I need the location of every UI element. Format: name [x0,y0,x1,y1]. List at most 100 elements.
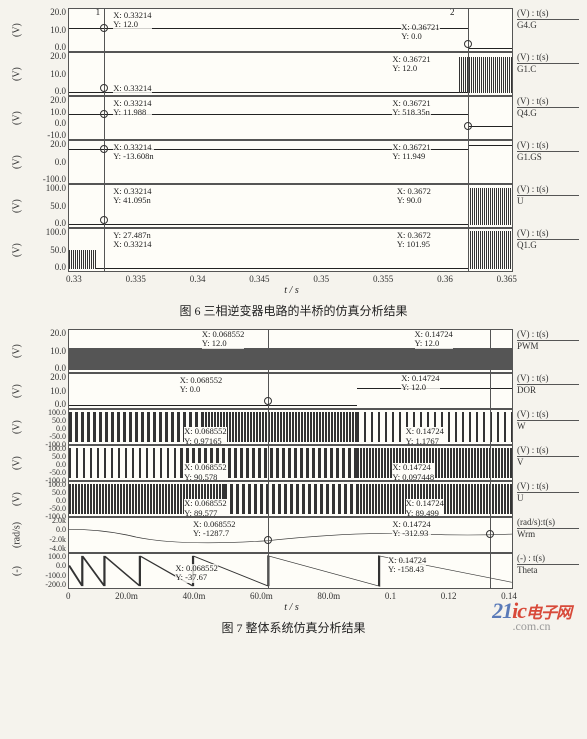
plot-pwm: X: 0.068552Y: 12.0 X: 0.14724Y: 12.0 [68,329,513,373]
plot-g4g: 1 2 X: 0.33214Y: 12.0 X: 0.36721Y: 0.0 [68,8,513,52]
chart-row-g1gs: (V) 20.0 0.0 -100.0 X: 0.33214Y: -13.608… [8,140,579,184]
marker-label-2: X: 0.14724Y: 89.499 [406,499,444,517]
signal-name: Wrm [517,528,579,540]
right-labels: (V) : t(s) U [513,184,579,228]
signal-name: G1.C [517,63,579,75]
plot-u7: X: 0.068552Y: 89.577 X: 0.14724Y: 89.499 [68,481,513,517]
unit-label: (V) : t(s) [517,140,549,151]
unit-label: (V) : t(s) [517,8,549,19]
plot-g1gs: X: 0.33214Y: -13.608n X: 0.36721Y: 11.94… [68,140,513,184]
marker-label-2: X: 0.36721Y: 12.0 [392,55,430,74]
marker-label-2: X: 0.36721Y: 0.0 [401,23,439,42]
right-labels: (V) : t(s) U [513,481,579,517]
watermark-domain: .com.cn [492,621,571,632]
y-ticks: 100.0 50.0 0.0 [26,184,68,228]
y-ticks: 20.0 10.0 0.0 [26,52,68,96]
chart-row-theta: (-) 100.0 0.0 -100.0 -200.0 X: 0.068552Y… [8,553,579,589]
marker-label-2: X: 0.14724Y: 12.0 [401,374,439,393]
y-ticks: 100.0 50.0 0.0 -50.0 -100.0 [26,481,68,517]
signal-name: W [517,420,579,432]
marker-label-1: X: 0.068552Y: 89.577 [184,499,227,517]
marker-label-1: Y: 27.487nX: 0.33214 [113,231,151,250]
y-unit: (V) [8,481,26,517]
right-labels: (V) : t(s) G1.GS [513,140,579,184]
marker-label-1: X: 0.33214Y: 11.988 [113,99,151,118]
unit-label: (V) : t(s) [517,329,549,340]
x-label-fig7: t / s [66,602,517,613]
y-ticks: 20.0 10.0 0.0 -10.0 [26,96,68,140]
plot-g1c: X: 0.33214 X: 0.36721Y: 12.0 [68,52,513,96]
y-ticks: 20.0 10.0 0.0 [26,8,68,52]
marker-num-2: 2 [450,8,455,17]
plot-w: X: 0.068552Y: 0.97165 X: 0.14724Y: 1.176… [68,409,513,445]
y-unit: (V) [8,52,26,96]
marker-label-2: X: 0.14724Y: -312.93 [392,520,430,539]
chart-row-pwm: (V) 20.0 10.0 0.0 X: 0.068552Y: 12.0 X: … [8,329,579,373]
plot-u: X: 0.33214Y: 41.095n X: 0.3672Y: 90.0 [68,184,513,228]
plot-v: X: 0.068552Y: 90.578 X: 0.14724Y: 0.0974… [68,445,513,481]
marker-label-1: X: 0.068552Y: 90.578 [184,463,227,481]
unit-label: (V) : t(s) [517,184,549,195]
y-ticks: 100.0 0.0 -100.0 -200.0 [26,553,68,589]
y-ticks: 100.0 50.0 0.0 -50.0 -100.0 [26,445,68,481]
y-ticks: 100.0 50.0 0.0 -50.0 -100.0 [26,409,68,445]
signal-name: U [517,195,579,207]
marker-label-1: X: 0.068552Y: -37.67 [175,564,218,583]
plot-dor: X: 0.068552Y: 0.0 X: 0.14724Y: 12.0 [68,373,513,409]
marker-label-2: X: 0.14724Y: -158.43 [388,556,426,575]
marker-label-2: X: 0.14724Y: 1.1767 [406,427,444,445]
chart-row-v: (V) 100.0 50.0 0.0 -50.0 -100.0 X: 0.068… [8,445,579,481]
caption-fig6: 图 6 三相逆变器电路的半桥的仿真分析结果 [8,302,579,319]
right-labels: (-) : t(s) Theta [513,553,579,589]
unit-label: (-) : t(s) [517,553,545,564]
right-labels: (V) : t(s) V [513,445,579,481]
signal-name: G1.GS [517,151,579,163]
figure-6: (V) 20.0 10.0 0.0 1 2 X: 0.33214Y: 12.0 … [8,8,579,319]
unit-label: (V) : t(s) [517,445,549,456]
unit-label: (rad/s):t(s) [517,517,555,528]
watermark-logo: 21ic电子网 .com.cn [492,601,571,632]
chart-row-dor: (V) 20.0 10.0 0.0 X: 0.068552Y: 0.0 X: 0… [8,373,579,409]
marker-label-1: X: 0.33214Y: -13.608n [113,143,153,162]
unit-label: (V) : t(s) [517,409,549,420]
signal-name: V [517,456,579,468]
unit-label: (V) : t(s) [517,373,549,384]
marker-label-1: X: 0.33214 [113,84,151,93]
unit-label: (V) : t(s) [517,228,549,239]
watermark-21: 21 [492,598,512,623]
y-ticks: 20.0 0.0 -100.0 [26,140,68,184]
y-unit: (V) [8,96,26,140]
y-unit: (V) [8,228,26,272]
marker-label-1: X: 0.068552Y: -1287.7 [193,520,236,539]
plot-wrm: X: 0.068552Y: -1287.7 X: 0.14724Y: -312.… [68,517,513,553]
unit-label: (V) : t(s) [517,52,549,63]
marker-label-2: X: 0.36721Y: 11.949 [392,143,430,162]
right-labels: (V) : t(s) PWM [513,329,579,373]
marker-label-1: X: 0.068552Y: 0.0 [180,376,223,395]
chart-row-q4g: (V) 20.0 10.0 0.0 -10.0 X: 0.33214Y: 11.… [8,96,579,140]
chart-row-u7: (V) 100.0 50.0 0.0 -50.0 -100.0 X: 0.068… [8,481,579,517]
y-ticks: 20.0 10.0 0.0 [26,329,68,373]
marker-label-2: X: 0.3672Y: 90.0 [397,187,431,206]
y-unit: (-) [8,553,26,589]
marker-label-2: X: 0.14724Y: 12.0 [415,330,453,349]
signal-name: Theta [517,564,579,576]
chart-row-q1g: (V) 100.0 50.0 0.0 Y: 27.487nX: 0.33214 … [8,228,579,272]
right-labels: (V) : t(s) W [513,409,579,445]
x-axis-fig7: 0 20.0m 40.0m 60.0m 80.0m 0.1 0.12 0.14 [66,591,517,601]
y-unit: (V) [8,445,26,481]
signal-name: PWM [517,340,579,352]
x-label-fig6: t / s [66,285,517,296]
y-ticks: 20.0 10.0 0.0 [26,373,68,409]
marker-label-1: X: 0.068552Y: 0.97165 [184,427,227,445]
signal-name: U [517,492,579,504]
plot-theta: X: 0.068552Y: -37.67 X: 0.14724Y: -158.4… [68,553,513,589]
chart-row-g1c: (V) 20.0 10.0 0.0 X: 0.33214 X: 0.36721Y… [8,52,579,96]
plot-q4g: X: 0.33214Y: 11.988 X: 0.36721Y: 518.35n [68,96,513,140]
y-unit: (V) [8,184,26,228]
y-unit: (V) [8,329,26,373]
right-labels: (V) : t(s) Q1.G [513,228,579,272]
right-labels: (rad/s):t(s) Wrm [513,517,579,553]
y-ticks: 2.0k 0.0 -2.0k -4.0k [26,517,68,553]
y-unit: (V) [8,409,26,445]
